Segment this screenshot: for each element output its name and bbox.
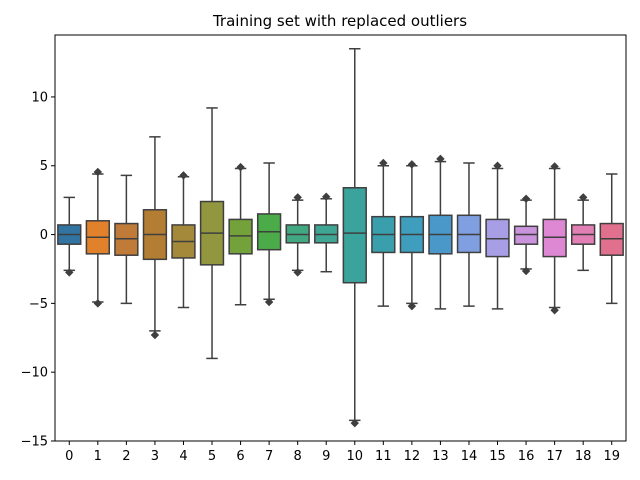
outlier-point bbox=[436, 154, 445, 164]
outlier-point bbox=[550, 306, 559, 315]
x-tick-label: 18 bbox=[575, 449, 592, 464]
outlier-point bbox=[93, 299, 103, 308]
box-group-4 bbox=[171, 171, 196, 309]
outlier-point bbox=[550, 162, 559, 171]
x-tick-label: 9 bbox=[322, 449, 330, 464]
x-tick-label: 11 bbox=[375, 449, 392, 464]
chart-title: Training set with replaced outliers bbox=[212, 12, 467, 30]
outlier-point bbox=[379, 158, 388, 168]
box-group-14 bbox=[456, 162, 482, 307]
x-tick-label: 17 bbox=[546, 449, 563, 464]
outlier-point bbox=[236, 162, 245, 172]
outlier-point bbox=[350, 418, 359, 428]
outlier-point bbox=[322, 192, 331, 201]
y-tick-label: −10 bbox=[21, 366, 48, 381]
box-group-19 bbox=[599, 173, 624, 305]
boxes-layer bbox=[57, 48, 624, 428]
x-tick-label: 1 bbox=[94, 449, 102, 464]
y-tick-label: −15 bbox=[21, 435, 48, 450]
box-group-13 bbox=[428, 154, 453, 310]
y-tick-label: 5 bbox=[40, 159, 48, 174]
box-iqr bbox=[342, 187, 367, 284]
box-group-18 bbox=[571, 193, 596, 272]
x-tick-label: 0 bbox=[65, 449, 73, 464]
box-group-5 bbox=[199, 107, 225, 360]
box-group-17 bbox=[542, 162, 567, 315]
outlier-point bbox=[521, 194, 531, 203]
outlier-point bbox=[179, 171, 188, 180]
box-group-10 bbox=[342, 48, 367, 428]
box-group-6 bbox=[228, 162, 253, 306]
box-group-7 bbox=[256, 162, 282, 307]
outlier-point bbox=[93, 167, 103, 177]
x-tick-label: 15 bbox=[489, 449, 506, 464]
x-tick-label: 19 bbox=[603, 449, 620, 464]
x-tick-label: 4 bbox=[179, 449, 187, 464]
outlier-point bbox=[65, 268, 74, 277]
x-tick-label: 8 bbox=[294, 449, 302, 464]
box-group-0 bbox=[57, 196, 82, 277]
y-tick-label: −5 bbox=[29, 297, 48, 312]
outlier-point bbox=[493, 161, 502, 170]
x-tick-label: 6 bbox=[236, 449, 244, 464]
axes-layer: 0 1 2 3 4 5 6 7 8 9 10 11 12 13 14 15 16 17 18 19−15−10−505… bbox=[21, 34, 627, 464]
outlier-point bbox=[293, 268, 302, 277]
outlier-point bbox=[407, 160, 417, 169]
outlier-point bbox=[150, 330, 160, 340]
outlier-point bbox=[407, 301, 417, 311]
box-group-8 bbox=[285, 193, 310, 277]
box-group-16 bbox=[513, 194, 539, 276]
y-tick-label: 0 bbox=[40, 228, 48, 243]
x-tick-label: 16 bbox=[518, 449, 535, 464]
box-group-1 bbox=[85, 167, 110, 308]
x-tick-label: 5 bbox=[208, 449, 216, 464]
x-tick-label: 14 bbox=[461, 449, 478, 464]
box-group-15 bbox=[485, 161, 510, 310]
plot-frame bbox=[54, 34, 627, 442]
y-tick-label: 10 bbox=[31, 90, 48, 105]
outlier-point bbox=[293, 193, 302, 202]
x-tick-label: 12 bbox=[404, 449, 421, 464]
x-tick-label: 2 bbox=[122, 449, 130, 464]
x-tick-label: 13 bbox=[432, 449, 449, 464]
outlier-point bbox=[264, 297, 274, 307]
box-group-2 bbox=[114, 174, 139, 305]
x-tick-label: 7 bbox=[265, 449, 273, 464]
outlier-point bbox=[521, 266, 531, 276]
box-group-9 bbox=[314, 192, 339, 273]
x-tick-label: 10 bbox=[347, 449, 364, 464]
x-tick-label: 3 bbox=[151, 449, 159, 464]
box-group-12 bbox=[399, 160, 425, 311]
box-group-3 bbox=[142, 136, 168, 340]
box-group-11 bbox=[371, 158, 396, 307]
outlier-point bbox=[578, 193, 588, 202]
